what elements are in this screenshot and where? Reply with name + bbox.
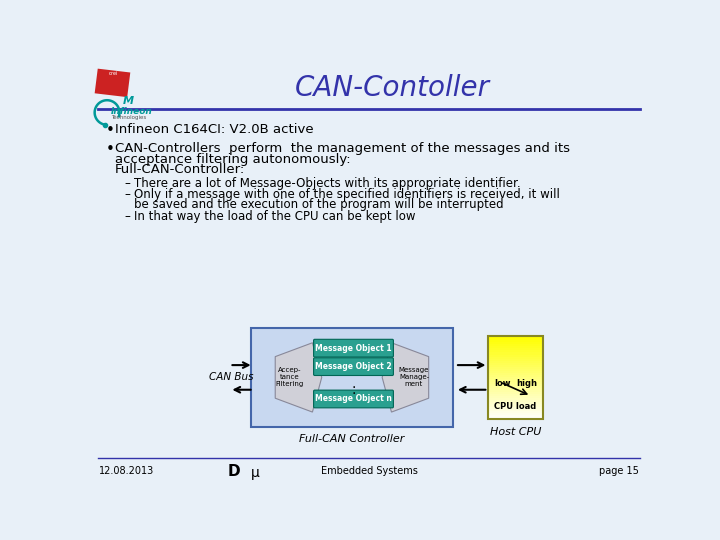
- Text: low: low: [494, 379, 510, 388]
- Bar: [488, 336, 543, 338]
- Text: Message
Manage-
ment: Message Manage- ment: [399, 367, 429, 387]
- Text: •: •: [106, 123, 114, 138]
- FancyBboxPatch shape: [314, 358, 393, 375]
- Text: Technologies: Technologies: [111, 114, 146, 120]
- Text: There are a lot of Message-Objects with its appropriate identifier.: There are a lot of Message-Objects with …: [134, 177, 521, 190]
- Bar: [488, 361, 543, 363]
- Text: Accep-
tance
Filtering: Accep- tance Filtering: [276, 367, 304, 387]
- Bar: [488, 382, 543, 384]
- Bar: [488, 377, 543, 380]
- Bar: [488, 411, 543, 413]
- Text: CAN-Controllers  perform  the management of the messages and its: CAN-Controllers perform the management o…: [114, 142, 570, 155]
- Bar: [488, 380, 543, 382]
- Bar: [488, 348, 543, 351]
- Polygon shape: [94, 69, 130, 97]
- Bar: [488, 344, 543, 347]
- Bar: [488, 356, 543, 359]
- Text: Full-CAN-Controller:: Full-CAN-Controller:: [114, 164, 245, 177]
- Bar: [488, 367, 543, 369]
- Text: Only if a message with one of the specified identifiers is received, it will: Only if a message with one of the specif…: [134, 188, 560, 201]
- Bar: [488, 407, 543, 409]
- FancyBboxPatch shape: [314, 339, 393, 357]
- Bar: [488, 365, 543, 367]
- Text: 12.08.2013: 12.08.2013: [99, 466, 155, 476]
- Text: –: –: [124, 177, 130, 190]
- Text: Message Object 1: Message Object 1: [315, 343, 392, 353]
- Bar: [488, 346, 543, 349]
- Text: orei: orei: [109, 71, 118, 76]
- Text: •: •: [106, 142, 114, 157]
- Text: CAN Bus: CAN Bus: [209, 373, 253, 382]
- Text: page 15: page 15: [599, 466, 639, 476]
- Bar: [488, 371, 543, 374]
- Bar: [488, 388, 543, 390]
- Polygon shape: [275, 343, 322, 412]
- Text: –: –: [124, 210, 130, 222]
- Text: be saved and the execution of the program will be interrupted: be saved and the execution of the progra…: [134, 198, 504, 211]
- Bar: [488, 369, 543, 372]
- Bar: [488, 396, 543, 399]
- Bar: [488, 400, 543, 403]
- Bar: [488, 340, 543, 342]
- Text: Full-CAN Controller: Full-CAN Controller: [300, 434, 405, 444]
- Bar: [488, 350, 543, 353]
- Bar: [488, 398, 543, 401]
- Bar: [488, 402, 543, 405]
- Bar: [488, 363, 543, 366]
- Bar: [488, 375, 543, 378]
- Bar: [488, 355, 543, 357]
- Text: .: .: [351, 376, 356, 390]
- Text: Message Object 2: Message Object 2: [315, 362, 392, 371]
- Text: Infineon C164CI: V2.0B active: Infineon C164CI: V2.0B active: [114, 123, 313, 136]
- Bar: [488, 413, 543, 415]
- Bar: [488, 404, 543, 407]
- Bar: [488, 417, 543, 420]
- Bar: [488, 338, 543, 340]
- Text: Infineon: Infineon: [111, 106, 153, 116]
- Bar: [488, 353, 543, 355]
- Text: Host CPU: Host CPU: [490, 427, 541, 437]
- Bar: [488, 342, 543, 345]
- Bar: [488, 373, 543, 376]
- Bar: [488, 386, 543, 388]
- Text: acceptance filtering autonomously:: acceptance filtering autonomously:: [114, 153, 351, 166]
- Bar: [488, 383, 543, 386]
- Text: .: .: [351, 383, 356, 397]
- FancyBboxPatch shape: [314, 390, 393, 408]
- Bar: [488, 415, 543, 417]
- Text: D: D: [228, 464, 240, 478]
- Polygon shape: [382, 343, 428, 412]
- Text: –: –: [124, 188, 130, 201]
- Bar: [488, 390, 543, 393]
- Bar: [488, 409, 543, 411]
- Bar: [488, 394, 543, 396]
- Bar: [488, 359, 543, 361]
- Text: CAN-Contoller: CAN-Contoller: [294, 74, 490, 102]
- Text: CPU load: CPU load: [495, 402, 536, 411]
- Text: Embedded Systems: Embedded Systems: [320, 466, 418, 476]
- Bar: [488, 392, 543, 394]
- Text: M: M: [123, 96, 135, 106]
- Text: high: high: [516, 379, 537, 388]
- Bar: [488, 336, 543, 419]
- FancyBboxPatch shape: [251, 328, 453, 427]
- Text: μ: μ: [251, 466, 260, 480]
- Text: In that way the load of the CPU can be kept low: In that way the load of the CPU can be k…: [134, 210, 415, 222]
- Text: Message Object n: Message Object n: [315, 395, 392, 403]
